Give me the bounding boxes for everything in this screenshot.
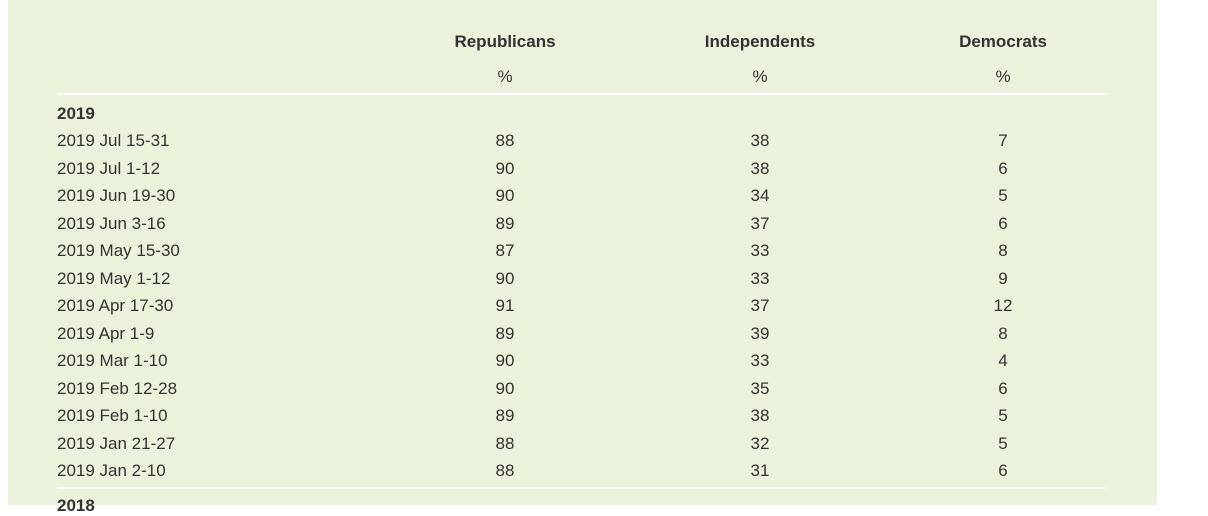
col-unit-democrats: %	[995, 67, 1011, 86]
democrats-cell: 6	[998, 213, 1008, 233]
table-row: 2019 Jun 19-30 90 34 5	[0, 186, 1208, 213]
date-cell: 2019 Feb 12-28	[57, 378, 178, 398]
democrats-cell: 8	[998, 323, 1008, 343]
col-header-independents: Independents	[704, 32, 816, 51]
independents-cell: 38	[750, 406, 770, 425]
independents-cell: 33	[750, 351, 770, 370]
democrats-cell: 6	[998, 461, 1008, 480]
col-header-democrats: Democrats	[959, 32, 1047, 51]
democrats-cell: 12	[993, 296, 1013, 315]
table-row: 2019 May 15-30 87 33 8	[0, 241, 1208, 268]
independents-cell: 38	[750, 131, 770, 150]
independents-cell: 31	[750, 461, 770, 480]
democrats-cell: 7	[998, 131, 1008, 150]
table-row: 2019 May 1-12 90 33 9	[0, 269, 1208, 296]
republicans-cell: 90	[495, 268, 515, 288]
date-cell: 2019 Mar 1-10	[57, 351, 168, 370]
date-cell: 2019 Jan 2-10	[57, 461, 166, 480]
date-cell: 2019 Apr 17-30	[57, 296, 174, 315]
democrats-cell: 4	[998, 351, 1008, 370]
date-cell: 2019 May 1-12	[57, 268, 171, 288]
table-panel	[8, 0, 1157, 505]
republicans-cell: 90	[495, 378, 515, 398]
independents-cell: 38	[750, 158, 770, 178]
table-row: 2019 Jul 15-31 88 38 7	[0, 131, 1208, 158]
date-cell: 2019 Jul 15-31	[57, 131, 170, 150]
republicans-cell: 90	[495, 351, 515, 370]
year-heading: 2018	[57, 496, 95, 515]
date-cell: 2019 Jun 3-16	[57, 213, 166, 233]
date-cell: 2019 Jun 19-30	[57, 186, 176, 205]
independents-cell: 39	[750, 323, 770, 343]
divider	[57, 93, 1107, 95]
date-cell: 2019 Jan 21-27	[57, 433, 176, 453]
col-unit-republicans: %	[497, 67, 513, 86]
table-row: 2019 Feb 1-10 89 38 5	[0, 406, 1208, 433]
republicans-cell: 89	[495, 323, 515, 343]
democrats-cell: 8	[998, 241, 1008, 260]
table-row: 2019 Apr 17-30 91 37 12	[0, 296, 1208, 323]
independents-cell: 37	[750, 296, 770, 315]
year-heading: 2019	[57, 104, 95, 123]
date-cell: 2019 Jul 1-12	[57, 158, 161, 178]
independents-cell: 33	[750, 268, 770, 288]
republicans-cell: 87	[495, 241, 515, 260]
democrats-cell: 5	[998, 433, 1008, 453]
republicans-cell: 91	[495, 296, 515, 315]
independents-cell: 32	[750, 433, 770, 453]
republicans-cell: 89	[495, 406, 515, 425]
republicans-cell: 88	[495, 131, 515, 150]
republicans-cell: 89	[495, 213, 515, 233]
independents-cell: 33	[750, 241, 770, 260]
table-row: 2019 Jan 2-10 88 31 6	[0, 461, 1208, 488]
democrats-cell: 5	[998, 186, 1008, 205]
date-cell: 2019 May 15-30	[57, 241, 180, 260]
table-row: 2019 Jun 3-16 89 37 6	[0, 214, 1208, 241]
table-row: 2019 Jul 1-12 90 38 6	[0, 159, 1208, 186]
table-row: 2019 Apr 1-9 89 39 8	[0, 324, 1208, 351]
table-row: 2019 Jan 21-27 88 32 5	[0, 434, 1208, 461]
democrats-cell: 9	[998, 268, 1008, 288]
divider	[57, 487, 1107, 489]
col-header-republicans: Republicans	[454, 32, 556, 51]
date-cell: 2019 Feb 1-10	[57, 406, 168, 425]
table-row: 2019 Mar 1-10 90 33 4	[0, 351, 1208, 378]
col-unit-independents: %	[752, 67, 768, 86]
democrats-cell: 5	[998, 406, 1008, 425]
republicans-cell: 90	[495, 186, 515, 205]
democrats-cell: 6	[998, 158, 1008, 178]
table-row: 2019 Feb 12-28 90 35 6	[0, 379, 1208, 406]
republicans-cell: 90	[495, 158, 515, 178]
democrats-cell: 6	[998, 378, 1008, 398]
republicans-cell: 88	[495, 433, 515, 453]
independents-cell: 37	[750, 213, 770, 233]
republicans-cell: 88	[495, 461, 515, 480]
independents-cell: 35	[750, 378, 770, 398]
date-cell: 2019 Apr 1-9	[57, 323, 155, 343]
independents-cell: 34	[750, 186, 770, 205]
